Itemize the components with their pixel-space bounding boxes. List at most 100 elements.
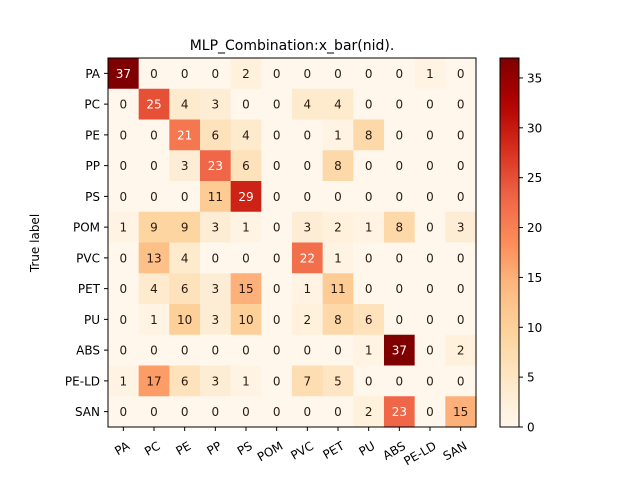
- cell-value-label: 0: [150, 344, 158, 358]
- cell-value-label: 0: [396, 128, 404, 142]
- heatmap-cell: [353, 150, 385, 182]
- heatmap-cell: [322, 211, 354, 244]
- heatmap-cell: [200, 88, 232, 121]
- heatmap-cell: [353, 334, 385, 367]
- cell-value-label: 0: [273, 282, 281, 296]
- heatmap-cell: [292, 304, 324, 336]
- heatmap-cell: [322, 242, 354, 274]
- cell-value-label: 1: [120, 374, 128, 388]
- heatmap-cell: [292, 58, 324, 90]
- heatmap-cell: [445, 242, 477, 274]
- heatmap-cell: [169, 181, 201, 213]
- cell-value-label: 0: [212, 67, 220, 81]
- heatmap-cell: [322, 334, 354, 367]
- cell-value-label: 0: [120, 128, 128, 142]
- heatmap-cell: [108, 334, 140, 367]
- heatmap-cell: [138, 181, 170, 213]
- heatmap-cell: [108, 181, 140, 213]
- cell-value-label: 8: [365, 128, 373, 142]
- cell-value-label: 13: [146, 251, 161, 265]
- heatmap-cell: [169, 211, 201, 244]
- heatmap-cell-labels: 37 0 0 0 2 0 0 0 0 0 1 00 25 4 3 0 0 4 4 0 0 0 00 0 21 6 4 0 0 1 8 0 0 00…: [116, 67, 469, 419]
- heatmap-cell: [138, 119, 170, 151]
- cell-value-label: 0: [181, 344, 189, 358]
- heatmap-cell: [230, 181, 262, 213]
- cell-value-label: 0: [396, 374, 404, 388]
- heatmap-cell: [200, 334, 232, 367]
- y-tick-label: PU: [84, 313, 100, 327]
- heatmap-cell: [353, 396, 385, 428]
- heatmap-cell: [292, 334, 324, 367]
- cell-value-label: 0: [273, 190, 281, 204]
- cell-value-label: 0: [273, 67, 281, 81]
- cell-value-label: 0: [181, 405, 189, 419]
- cell-value-label: 6: [212, 128, 220, 142]
- heatmap-cell: [292, 396, 324, 428]
- cell-value-label: 0: [365, 251, 373, 265]
- cell-value-label: 0: [273, 128, 281, 142]
- cell-value-label: 0: [457, 190, 465, 204]
- cell-value-label: 4: [181, 98, 189, 112]
- cell-value-label: 1: [334, 128, 342, 142]
- heatmap-cell: [169, 58, 201, 90]
- cell-value-label: 3: [212, 221, 220, 235]
- heatmap-cell: [384, 211, 416, 244]
- heatmap-cell: [414, 365, 446, 397]
- cell-value-label: 0: [457, 313, 465, 327]
- cell-value-label: 0: [120, 344, 128, 358]
- heatmap-cell: [108, 211, 140, 244]
- heatmap-cell: [200, 273, 232, 305]
- heatmap-cell: [108, 150, 140, 182]
- heatmap-cell: [230, 211, 262, 244]
- cell-value-label: 0: [273, 159, 281, 173]
- colorbar-axis: 0 5 10 15 20 25 30 35: [519, 71, 542, 435]
- y-tick-label: PET: [78, 282, 101, 296]
- cell-value-label: 0: [120, 190, 128, 204]
- heatmap-cell: [445, 334, 477, 367]
- cell-value-label: 3: [212, 98, 220, 112]
- cell-value-label: 2: [242, 67, 250, 81]
- cell-value-label: 8: [396, 221, 404, 235]
- cell-value-label: 0: [365, 98, 373, 112]
- cell-value-label: 0: [273, 405, 281, 419]
- cell-value-label: 25: [146, 98, 161, 112]
- heatmap-cell: [353, 58, 385, 90]
- cell-value-label: 0: [457, 282, 465, 296]
- heatmap-cell: [384, 150, 416, 182]
- heatmap-cell: [108, 273, 140, 305]
- heatmap-cell: [353, 273, 385, 305]
- cell-value-label: 0: [426, 128, 434, 142]
- cell-value-label: 0: [242, 251, 250, 265]
- cell-value-label: 0: [426, 190, 434, 204]
- heatmap-cell: [230, 88, 262, 121]
- heatmap-cell: [353, 88, 385, 121]
- cell-value-label: 0: [212, 405, 220, 419]
- heatmap-cell: [292, 242, 324, 274]
- y-tick-label: POM: [73, 221, 100, 235]
- cell-value-label: 0: [365, 190, 373, 204]
- heatmap-cell: [230, 150, 262, 182]
- heatmap-cell: [200, 396, 232, 428]
- heatmap-cell: [414, 88, 446, 121]
- heatmap-cell: [292, 150, 324, 182]
- heatmap-cell: [445, 58, 477, 90]
- cell-value-label: 0: [120, 405, 128, 419]
- cell-value-label: 22: [300, 251, 315, 265]
- y-tick-label: PE-LD: [65, 374, 100, 388]
- cell-value-label: 0: [426, 251, 434, 265]
- cell-value-label: 4: [150, 282, 158, 296]
- heatmap-cell: [414, 273, 446, 305]
- heatmap-cell: [200, 181, 232, 213]
- x-tick-label: PU: [356, 439, 377, 459]
- plot-frame: [107, 57, 477, 428]
- cell-value-label: 0: [150, 67, 158, 81]
- cell-value-label: 0: [426, 159, 434, 173]
- heatmap-cell: [292, 88, 324, 121]
- cell-value-label: 29: [238, 190, 253, 204]
- colorbar-tick-label: 35: [527, 71, 542, 85]
- colorbar: [499, 57, 520, 428]
- y-tick-label: PP: [86, 159, 100, 173]
- heatmap-cell: [384, 334, 416, 367]
